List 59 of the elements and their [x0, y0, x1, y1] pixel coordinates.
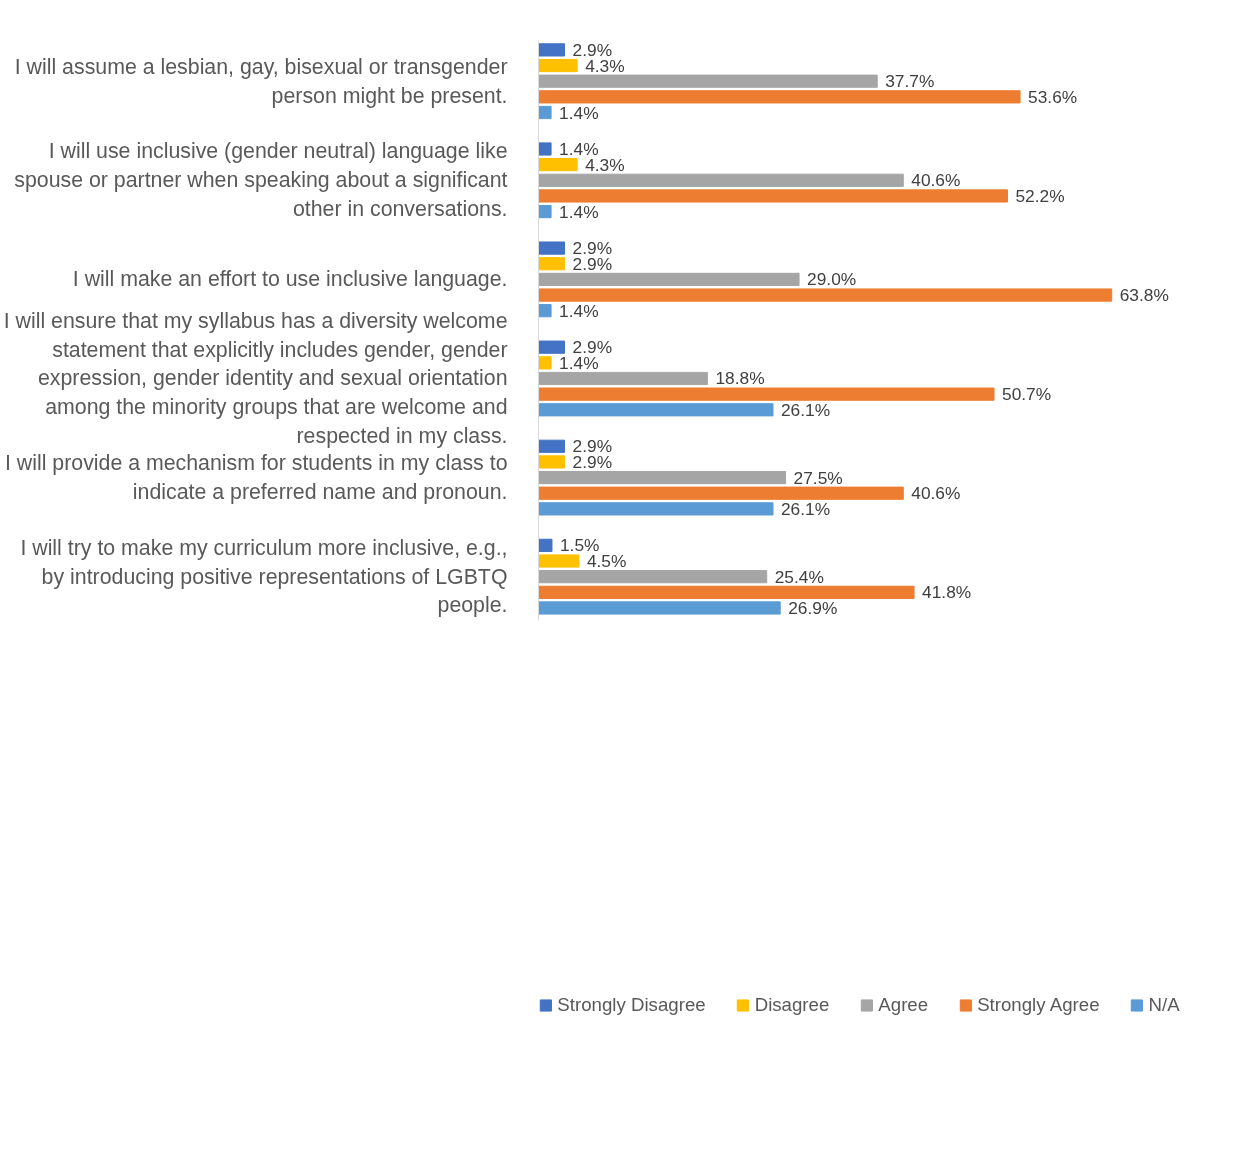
bar	[538, 105, 552, 120]
bar	[538, 74, 878, 88]
data-label: 1.4%	[559, 201, 599, 222]
y-tick-label: I will try to make my curriculum more inclusive, e.g., by introducing positive representations of LGBTQ people.	[20, 535, 508, 618]
data-label: 27.5%	[793, 467, 843, 488]
bar	[538, 371, 708, 386]
bar	[538, 189, 1008, 203]
bar	[538, 387, 995, 401]
y-tick-label: I will provide a mechanism for students in my class to indicate a preferred name and pronoun.	[4, 451, 508, 504]
data-label: 1.4%	[559, 102, 599, 123]
bar	[538, 205, 552, 219]
bar	[538, 142, 552, 156]
bar	[538, 486, 904, 500]
legend-label: Strongly Agree	[977, 993, 1100, 1016]
bar	[538, 158, 578, 172]
bar	[538, 470, 787, 485]
y-tick-label: I will make an effort to use inclusive language.	[72, 267, 508, 292]
y-tick-label: I will use inclusive (gender neutral) language like spouse or partner when speaking about a significant other in conversations.	[14, 139, 508, 222]
bar	[538, 340, 566, 354]
y-tick-label: I will ensure that my syllabus has a diversity welcome statement that explicitly includes gender, gender expression, gender identity and sexual orientation among the minority groups that are welcome and respected in my class.	[3, 308, 508, 449]
data-label: 40.6%	[911, 483, 961, 504]
bar	[538, 538, 553, 552]
data-label: 26.9%	[788, 597, 838, 618]
data-label: 50.7%	[1002, 384, 1052, 405]
legend-label: Strongly Disagree	[557, 993, 706, 1016]
data-label: 52.2%	[1015, 185, 1065, 206]
y-tick-label: I will assume a lesbian, gay, bisexual or transgender person might be present.	[14, 54, 508, 108]
bar	[538, 502, 774, 516]
data-label: 29.0%	[807, 269, 857, 290]
bar	[538, 554, 580, 568]
bar	[538, 173, 904, 187]
data-label: 26.1%	[781, 498, 831, 519]
data-label: 26.1%	[781, 399, 831, 420]
data-label: 25.4%	[774, 566, 824, 587]
bar	[538, 601, 781, 615]
legend-label: Disagree	[754, 993, 830, 1016]
legend-label: N/A	[1148, 993, 1180, 1016]
data-label: 63.8%	[1119, 285, 1169, 306]
bar	[538, 304, 552, 318]
bar	[538, 43, 566, 57]
bar	[538, 272, 800, 286]
bar	[538, 403, 774, 417]
data-label: 53.6%	[1028, 86, 1078, 107]
bar	[538, 585, 915, 599]
data-label: 1.4%	[559, 300, 599, 321]
data-label: 18.8%	[715, 368, 765, 389]
legend-label: Agree	[878, 993, 929, 1016]
bar	[538, 90, 1021, 104]
bar	[538, 455, 566, 469]
bar	[538, 570, 768, 584]
data-label: 37.7%	[885, 71, 935, 92]
bar	[538, 356, 552, 370]
data-label: 41.8%	[922, 582, 972, 603]
bar	[538, 58, 578, 73]
bar	[538, 288, 1113, 302]
data-label: 40.6%	[911, 170, 961, 191]
bar	[538, 439, 566, 453]
bar	[538, 257, 566, 271]
bar	[538, 241, 566, 255]
